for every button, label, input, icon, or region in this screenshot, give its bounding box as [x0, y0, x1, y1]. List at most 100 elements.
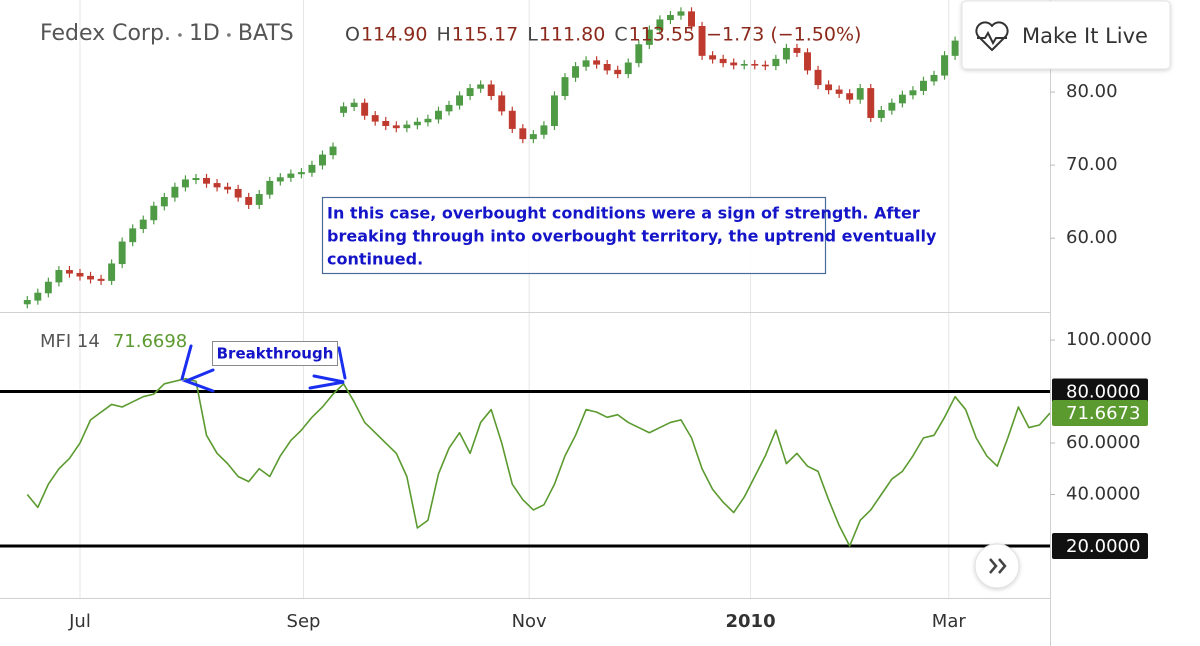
candle-body [709, 55, 717, 60]
candle-body [245, 196, 253, 205]
candle-body [698, 26, 706, 56]
candle-body [656, 19, 664, 31]
candle-body [23, 300, 31, 305]
level-label: 80.0000 [1066, 382, 1140, 403]
candle-body [466, 88, 474, 97]
candle-body [761, 64, 769, 67]
candle-body [751, 63, 759, 66]
price-change: −1.73 (−1.50%) [706, 24, 861, 46]
button-frame[interactable] [961, 0, 1171, 70]
button-label[interactable]: Make It Live [1022, 24, 1148, 48]
candle-body [403, 124, 411, 129]
legend-value: 115.17 [452, 24, 518, 46]
candle-body [129, 228, 137, 243]
candle-body [804, 52, 811, 71]
candle-body [719, 58, 727, 64]
candle-body [139, 219, 147, 230]
last-value-label: 71.6673 [1066, 403, 1140, 424]
symbol-title: Fedex Corp. [40, 21, 171, 46]
candle-body [44, 281, 52, 294]
annotation-text: In this case, overbought conditions were… [327, 204, 937, 269]
candle-body [108, 263, 116, 281]
candle-body [382, 120, 390, 126]
candle-body [445, 104, 453, 112]
arrow-stem [180, 344, 193, 381]
candle-body [287, 173, 295, 178]
indicator-name: MFI 14 [40, 331, 100, 352]
candle-body [666, 15, 674, 21]
price-legend: Fedex Corp. 1D BATS O 114.90 H 115.17 L 111.8… [40, 21, 861, 46]
candle-body [97, 278, 105, 281]
candle-body [645, 29, 653, 45]
candle-body [603, 63, 611, 71]
candle-body [224, 186, 232, 190]
candle-body [856, 88, 864, 100]
grid [79, 0, 950, 598]
mfi-line [26, 377, 1050, 547]
candle-body [898, 94, 906, 104]
level-badge [1052, 378, 1148, 405]
candle-body [614, 69, 622, 75]
x-tick-label: Sep [287, 611, 321, 632]
pulse-icon [977, 30, 1007, 46]
candle-body [867, 88, 875, 118]
candle-body [730, 62, 738, 66]
candle-body [276, 177, 284, 182]
candle-body [34, 292, 42, 301]
candle-body [203, 177, 210, 184]
candle-body [772, 58, 780, 67]
legend-key: C [614, 24, 627, 46]
candle-body [55, 270, 63, 283]
candle-body [508, 110, 516, 129]
candle-body [181, 179, 189, 188]
candle-body [825, 84, 833, 91]
separator-dot [227, 33, 231, 37]
candle-body [624, 62, 632, 75]
candle-body [319, 154, 326, 166]
x-tick-label: Nov [512, 611, 547, 632]
arrow-head [308, 374, 345, 390]
indicator-value: 71.6698 [113, 331, 187, 352]
breakthrough-annotation [180, 344, 347, 393]
scroll-button[interactable] [974, 543, 1020, 589]
annotation-line: In this case, overbought conditions were… [327, 204, 920, 223]
legend-value: 113.55 [629, 24, 695, 46]
x-tick-label: 2010 [726, 611, 776, 632]
y-tick-label: 80.00 [1066, 81, 1118, 102]
candle-body [192, 177, 200, 181]
x-tick-label: Mar [932, 611, 967, 632]
candle-body [392, 125, 400, 129]
candle-body [213, 183, 221, 188]
y-tick-label: 40.0000 [1066, 484, 1140, 505]
breakthrough-box [212, 341, 338, 366]
candle-body [572, 66, 580, 78]
candle-body [540, 125, 548, 135]
candle-body [160, 196, 168, 207]
annotation-line: breaking through into overbought territo… [327, 227, 937, 246]
mfi-pane [0, 377, 1050, 548]
candle-body [846, 93, 854, 100]
annotation-box: In this case, overbought conditions were… [321, 196, 937, 275]
candle-body [255, 194, 263, 205]
candle-body [297, 172, 305, 175]
candle-body [951, 40, 959, 56]
candle-body [519, 128, 527, 140]
candle-body [550, 95, 558, 126]
level-badge [1052, 533, 1148, 559]
candle-body [677, 11, 685, 16]
candle-body [888, 102, 896, 111]
last-value-badge [1052, 399, 1148, 426]
legend-key: L [527, 24, 538, 46]
candle-body [371, 115, 379, 122]
make-it-live-button[interactable]: Make It Live [961, 0, 1171, 70]
candle-body [329, 146, 337, 156]
candle-body [941, 55, 949, 76]
candle-body [740, 63, 748, 66]
x-tick-label: Jul [68, 611, 91, 632]
candle-body [688, 11, 695, 27]
candle-body [65, 270, 73, 274]
candle-body [87, 275, 94, 280]
candle-body [635, 44, 643, 64]
candle-body [340, 106, 348, 113]
